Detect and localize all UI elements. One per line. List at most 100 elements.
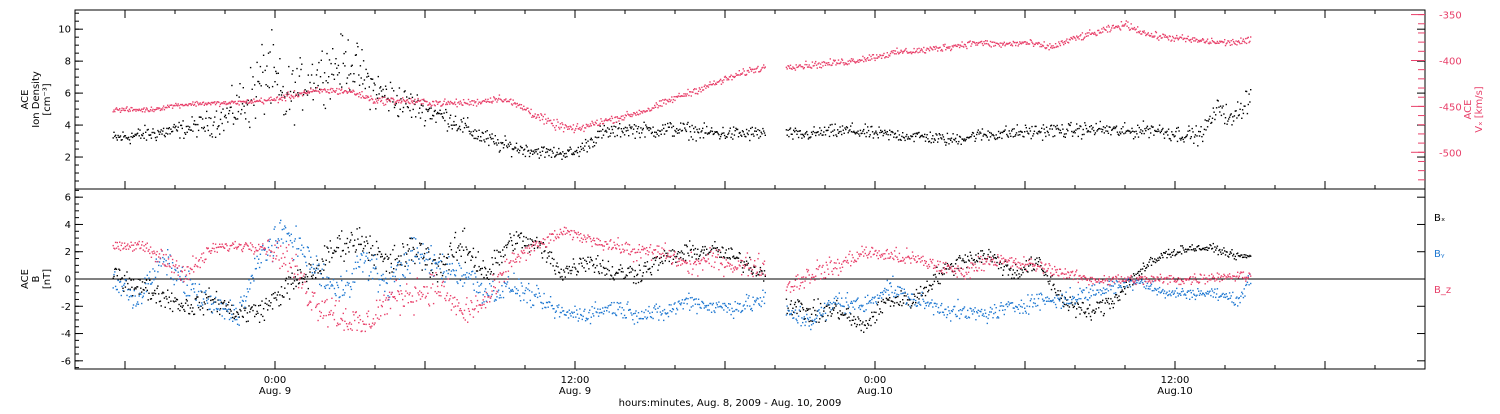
data-point [404, 90, 405, 91]
data-point [246, 296, 247, 297]
data-point [213, 309, 214, 310]
data-point [237, 312, 238, 313]
data-point [268, 305, 269, 306]
data-point [717, 247, 718, 248]
data-point [1011, 44, 1012, 45]
data-point [337, 285, 338, 286]
data-point [504, 246, 505, 247]
data-point [930, 132, 931, 133]
data-point [187, 295, 188, 296]
data-point [642, 129, 643, 130]
data-point [575, 128, 576, 129]
data-point [571, 270, 572, 271]
data-point [121, 110, 122, 111]
data-point [1026, 260, 1027, 261]
data-point [1158, 131, 1159, 132]
data-point [359, 227, 360, 228]
data-point [589, 310, 590, 311]
data-point [224, 318, 225, 319]
data-point [645, 124, 646, 125]
data-point [148, 293, 149, 294]
data-point [224, 300, 225, 301]
data-point [865, 60, 866, 61]
data-point [732, 138, 733, 139]
data-point [318, 263, 319, 264]
data-point [201, 127, 202, 128]
data-point [117, 280, 118, 281]
data-point [726, 77, 727, 78]
data-point [1122, 291, 1123, 292]
data-point [247, 104, 248, 105]
data-point [1061, 124, 1062, 125]
data-point [304, 256, 305, 257]
data-point [561, 127, 562, 128]
data-point [623, 128, 624, 129]
data-point [1147, 264, 1148, 265]
data-point [441, 278, 442, 279]
data-point [138, 279, 139, 280]
data-point [1192, 39, 1193, 40]
data-point [980, 250, 981, 251]
data-point [658, 135, 659, 136]
data-point [495, 258, 496, 259]
data-point [1129, 284, 1130, 285]
data-point [997, 137, 998, 138]
data-point [286, 111, 287, 112]
data-point [661, 261, 662, 262]
data-point [1043, 45, 1044, 46]
data-point [328, 277, 329, 278]
data-point [835, 303, 836, 304]
data-point [313, 268, 314, 269]
data-point [857, 60, 858, 61]
data-point [122, 290, 123, 291]
data-point [542, 151, 543, 152]
data-point [250, 67, 251, 68]
data-point [1003, 269, 1004, 270]
data-point [1052, 128, 1053, 129]
data-point [529, 290, 530, 291]
data-point [217, 308, 218, 309]
data-point [376, 101, 377, 102]
data-point [614, 313, 615, 314]
data-point [300, 69, 301, 70]
data-point [491, 102, 492, 103]
data-point [120, 281, 121, 282]
data-point [748, 263, 749, 264]
data-point [174, 124, 175, 125]
data-point [1194, 37, 1195, 38]
data-point [880, 311, 881, 312]
data-point [904, 140, 905, 141]
data-point [1076, 123, 1077, 124]
data-point [249, 102, 250, 103]
data-point [1165, 253, 1166, 254]
data-point [964, 138, 965, 139]
data-point [1139, 32, 1140, 33]
data-point [948, 138, 949, 139]
data-point [965, 261, 966, 262]
data-point [530, 244, 531, 245]
data-point [376, 94, 377, 95]
data-point [667, 123, 668, 124]
data-point [1185, 41, 1186, 42]
data-point [1219, 249, 1220, 250]
data-point [963, 46, 964, 47]
data-point [790, 304, 791, 305]
data-point [421, 105, 422, 106]
data-point [415, 238, 416, 239]
data-point [548, 149, 549, 150]
data-point [200, 117, 201, 118]
data-point [1134, 131, 1135, 132]
data-point [1154, 258, 1155, 259]
data-point [344, 65, 345, 66]
data-point [757, 134, 758, 135]
data-point [655, 309, 656, 310]
data-point [1197, 41, 1198, 42]
data-point [429, 108, 430, 109]
data-point [661, 314, 662, 315]
data-point [603, 313, 604, 314]
data-point [659, 100, 660, 101]
data-point [458, 245, 459, 246]
data-point [114, 271, 115, 272]
data-point [592, 313, 593, 314]
data-point [262, 316, 263, 317]
